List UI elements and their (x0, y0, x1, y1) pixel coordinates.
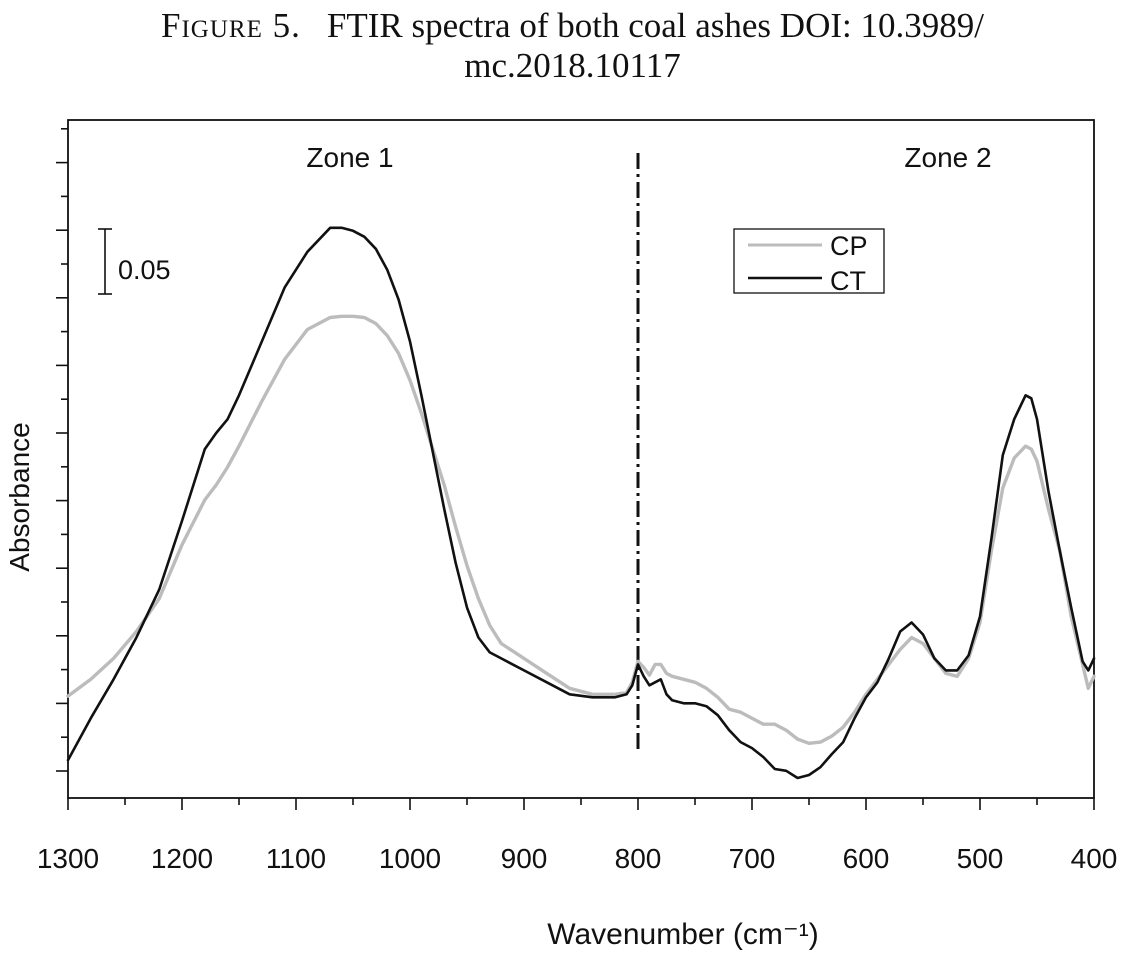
y-axis-label: Absorbance (4, 422, 35, 571)
x-tick-label: 1100 (266, 843, 326, 874)
figure-caption: Figure 5. FTIR spectra of both coal ashes… (0, 6, 1145, 86)
legend-label-cp: CP (830, 231, 868, 261)
caption-line-1: FTIR spectra of both coal ashes DOI: 10.… (326, 6, 984, 45)
x-tick-label: 500 (957, 843, 1004, 874)
series-group (66, 226, 1096, 780)
caption-line-2: mc.2018.10117 (464, 46, 681, 85)
x-tick-label: 700 (729, 843, 776, 874)
x-axis-label: Wavenumber (cm⁻¹) (547, 918, 818, 951)
figure-label: Figure 5. (161, 6, 301, 45)
legend-box (733, 228, 885, 294)
x-tick-label: 800 (615, 843, 662, 874)
x-tick-label: 400 (1071, 843, 1118, 874)
series-line-cp (66, 314, 1096, 745)
x-tick-label: 1300 (37, 843, 99, 874)
scale-bar-label: 0.05 (118, 255, 171, 285)
scale-bar: 0.05 (98, 228, 171, 295)
zone-2-label: Zone 2 (904, 142, 991, 173)
x-tick-label: 1000 (379, 843, 441, 874)
x-tick-label: 600 (843, 843, 890, 874)
legend-label-ct: CT (830, 266, 866, 296)
x-tick-label: 900 (501, 843, 548, 874)
legend: CP CT (733, 228, 885, 296)
series-line-ct (66, 226, 1096, 780)
y-axis-ticks (56, 128, 68, 772)
x-tick-label: 1200 (151, 843, 213, 874)
x-axis-tick-labels: 1300 1200 1100 1000 900 800 700 600 500 400 (37, 843, 1118, 874)
zone-1-label: Zone 1 (306, 142, 393, 173)
x-axis-ticks (67, 798, 1095, 810)
